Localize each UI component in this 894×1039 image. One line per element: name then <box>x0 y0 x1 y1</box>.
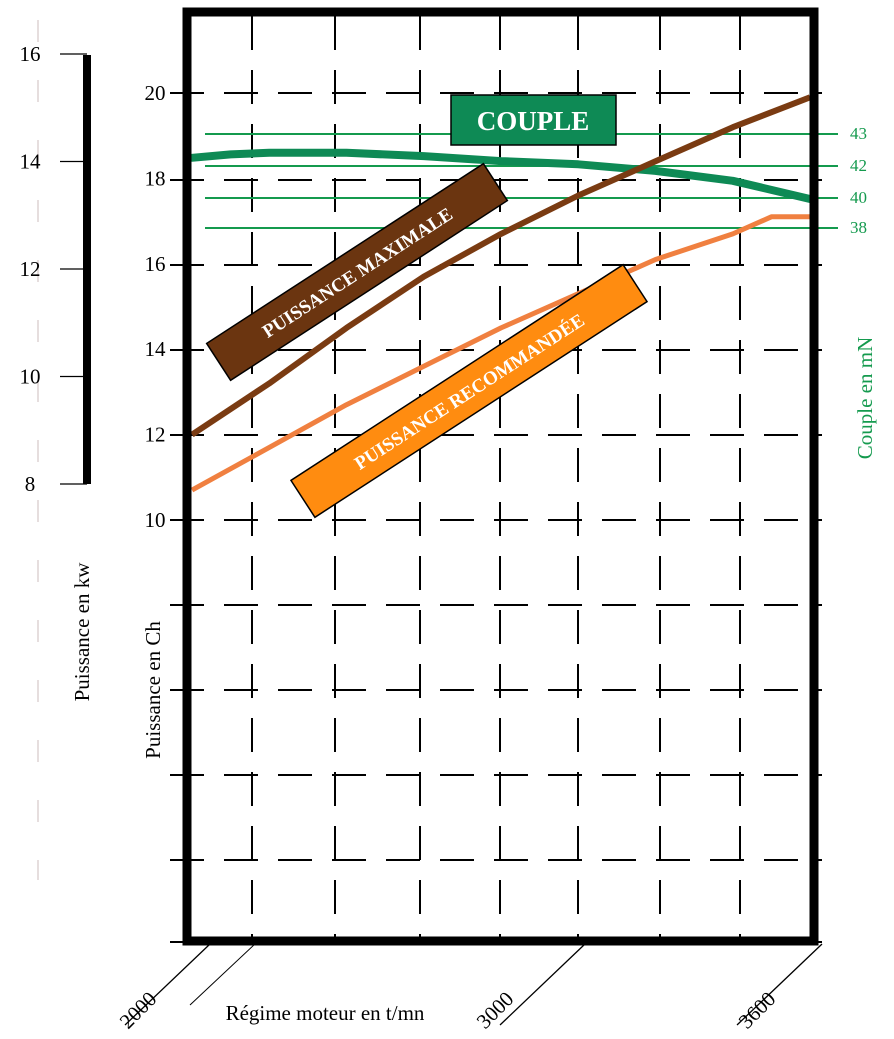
series-line-puissance-recommandee <box>190 214 810 493</box>
x-tick-diagonal <box>189 943 256 1006</box>
torque-tick-label: 38 <box>850 218 867 237</box>
kw-ticks: 8 10 12 14 16 <box>20 42 87 496</box>
x-tick-diagonal <box>499 943 586 1026</box>
legend-maximale-box <box>205 162 509 382</box>
ch-axis-title: Puissance en Ch <box>141 621 165 759</box>
torque-tick-label: 40 <box>850 188 867 207</box>
ch-tick-label: 14 <box>145 337 167 361</box>
ch-tick-label: 12 <box>145 423 166 447</box>
x-tick-label: 3000 <box>472 987 519 1034</box>
kw-tick-label: 12 <box>20 257 41 281</box>
ch-tick-label: 20 <box>145 81 166 105</box>
x-tick-diagonal <box>736 943 823 1026</box>
x-tick-label: 2000 <box>115 987 162 1034</box>
kw-axis-title: Puissance en kw <box>70 562 94 702</box>
torque-tick-label: 43 <box>850 124 867 143</box>
legend-recommandee-text: PUISSANCE RECOMMANDÉE <box>350 309 588 474</box>
ch-axis-ticks: 10 12 14 16 18 20 <box>145 81 167 532</box>
ch-tick-label: 18 <box>145 166 166 190</box>
legend-couple-box <box>450 94 617 146</box>
legend-couple-text: COUPLE <box>477 106 590 136</box>
ch-tick-label: 10 <box>145 508 166 532</box>
plot-frame <box>182 7 819 946</box>
legend-recommandee-box <box>289 263 649 519</box>
kw-tick-label: 14 <box>20 150 42 174</box>
kw-tick-label: 10 <box>20 365 41 389</box>
kw-tick-label: 8 <box>25 472 36 496</box>
torque-tick-label: 42 <box>850 156 867 175</box>
x-tick-diagonal <box>124 943 211 1026</box>
series-line-puissance-maximale <box>190 94 812 438</box>
kw-tick-label: 16 <box>20 42 41 66</box>
x-axis-title: Régime moteur en t/mn <box>226 1001 425 1025</box>
ch-tick-label: 16 <box>145 252 166 276</box>
series-line-couple <box>188 148 814 203</box>
x-axis: 2000 3000 3600 <box>115 943 823 1034</box>
torque-axis-title: Couple en mN <box>853 337 877 459</box>
x-tick-label: 3600 <box>734 987 781 1034</box>
legend-couple: COUPLE <box>450 94 617 146</box>
kw-scale: 8 10 12 14 16 Puissance en kw <box>20 42 95 701</box>
